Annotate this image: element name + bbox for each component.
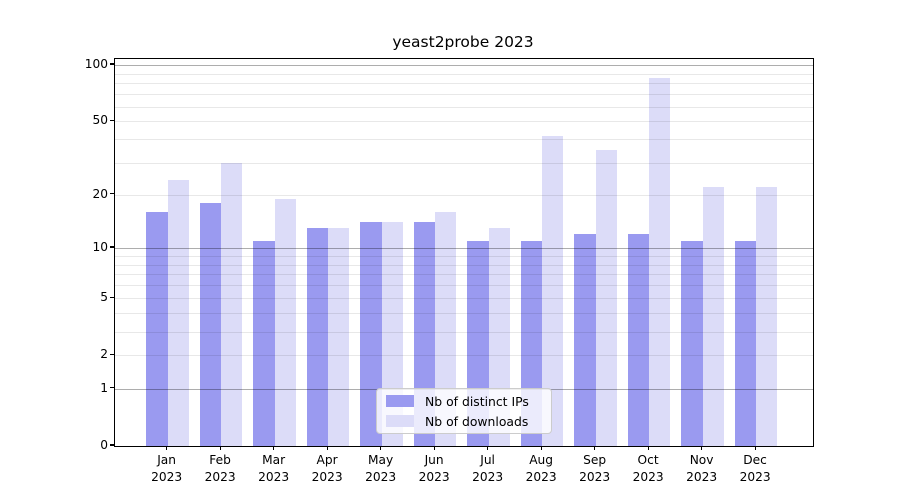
gridline-7 [115,274,813,276]
x-tick-mark [433,446,435,450]
gridline-90 [115,73,813,75]
bar-feb-downloads [221,162,243,446]
x-tick-mark [219,446,221,450]
y-tick-mark [110,193,114,195]
legend-swatch-distinct-ips [386,395,414,407]
y-tick-label-0: 0 [100,438,108,452]
bar-jan-distinct-ips [146,212,168,446]
bar-sep-distinct-ips [574,234,596,446]
y-tick-mark [110,119,114,121]
y-tick-mark [110,63,114,65]
gridline-3 [115,331,813,333]
x-tick-label-sep: Sep 2023 [579,453,611,484]
y-tick-label-50: 50 [92,113,108,128]
bar-sep-downloads [595,150,617,446]
y-tick-mark [110,246,114,248]
bar-oct-distinct-ips [627,234,650,446]
x-tick-mark [754,446,756,450]
y-tick-label-10: 10 [92,240,108,254]
y-tick-mark [110,296,114,298]
x-tick-mark [540,446,542,450]
gridline-6 [115,285,813,287]
legend: Nb of distinct IPs Nb of downloads [376,388,552,434]
y-tick-label-20: 20 [92,186,108,201]
x-tick-label-mar: Mar 2023 [258,453,290,484]
x-tick-label-jun: Jun 2023 [418,453,450,484]
y-tick-mark [110,387,114,389]
x-tick-mark [380,446,382,450]
bar-mar-downloads [274,198,296,446]
gridline-50 [115,121,813,123]
bar-mar-distinct-ips [253,240,275,446]
x-tick-mark [701,446,703,450]
gridline-60 [115,106,813,108]
bar-oct-downloads [649,78,671,446]
y-tick-label-2: 2 [100,347,108,362]
bar-jan-downloads [167,180,189,446]
bar-jun-downloads [435,212,457,446]
y-tick-label-5: 5 [100,290,108,305]
plot-area [114,58,814,447]
bar-dec-distinct-ips [734,240,757,446]
gridline-5 [115,298,813,300]
bar-dec-downloads [756,187,778,446]
y-tick-mark [110,353,114,355]
legend-item-downloads: Nb of downloads [386,414,542,429]
legend-swatch-downloads [386,415,414,427]
bar-nov-distinct-ips [681,240,703,446]
x-tick-label-aug: Aug 2023 [525,453,557,484]
gridline-70 [115,94,813,96]
chart-title: yeast2probe 2023 [392,33,534,51]
x-tick-label-apr: Apr 2023 [311,453,343,484]
gridline-8 [115,264,813,266]
x-tick-mark [166,446,168,450]
gridline-10 [115,248,813,249]
x-tick-label-nov: Nov 2023 [686,453,718,484]
bar-apr-distinct-ips [306,228,329,446]
legend-label-distinct-ips: Nb of distinct IPs [425,393,529,409]
y-tick-label-100: 100 [84,57,108,71]
x-tick-mark [647,446,649,450]
gridline-100 [115,65,813,66]
x-tick-mark [273,446,275,450]
gridline-2 [115,355,813,357]
gridline-80 [115,83,813,85]
x-tick-label-jul: Jul 2023 [472,453,504,484]
x-tick-label-jan: Jan 2023 [151,453,183,484]
gridline-30 [115,162,813,164]
y-tick-mark [110,444,114,446]
y-tick-label-1: 1 [100,380,108,395]
bar-aug-downloads [542,135,564,446]
legend-label-downloads: Nb of downloads [425,413,529,429]
gridline-40 [115,139,813,141]
x-tick-mark [487,446,489,450]
x-tick-mark [594,446,596,450]
gridline-20 [115,194,813,196]
bar-apr-downloads [328,228,350,446]
bar-feb-distinct-ips [199,202,222,446]
x-tick-label-dec: Dec 2023 [739,453,771,484]
legend-item-distinct-ips: Nb of distinct IPs [386,394,542,409]
x-tick-label-may: May 2023 [365,453,397,484]
x-tick-label-oct: Oct 2023 [632,453,664,484]
x-tick-mark [326,446,328,450]
gridline-4 [115,313,813,315]
bar-nov-downloads [702,187,724,446]
x-tick-label-feb: Feb 2023 [204,453,236,484]
gridline-9 [115,255,813,257]
